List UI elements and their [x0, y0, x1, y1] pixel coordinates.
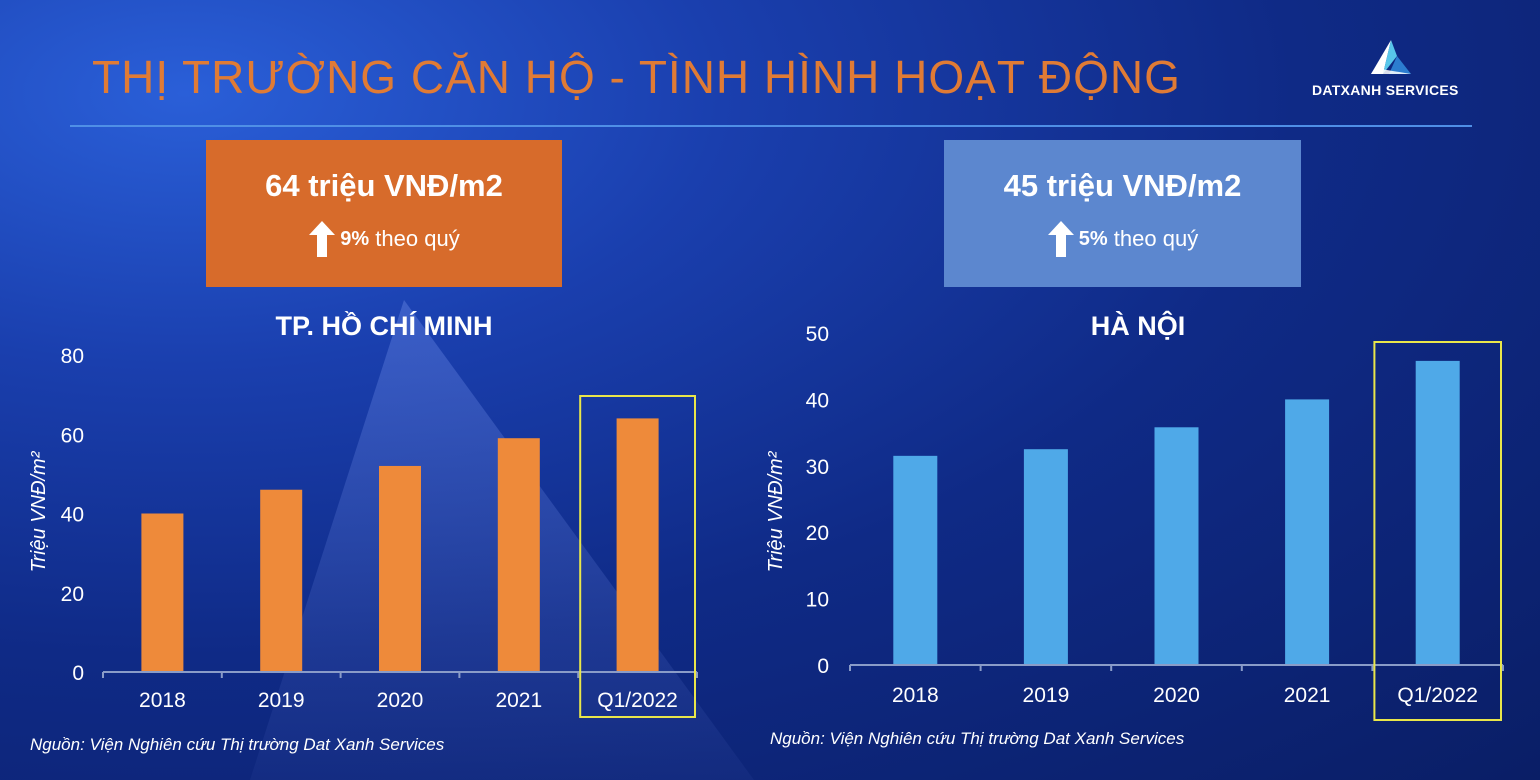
- y-tick-label-hn: 50: [806, 323, 829, 346]
- y-tick-label-hn: 40: [806, 389, 829, 412]
- y-tick-label-hn: 10: [806, 589, 829, 612]
- kpi-card-hn: 45 triệu VNĐ/m2 5% theo quý: [944, 140, 1301, 287]
- kpi-change-period-hn: theo quý: [1107, 226, 1199, 251]
- bar-hn-2020: [1154, 427, 1199, 665]
- x-tick-label-hn: 2020: [1153, 684, 1200, 707]
- bar-hcm-2021: [497, 438, 540, 672]
- bar-hn-Q1/2022: [1415, 360, 1460, 665]
- kpi-change-period-hcm: theo quý: [369, 226, 460, 251]
- bar-hcm-Q1/2022: [616, 418, 659, 672]
- kpi-change-hn: 5% theo quý: [1047, 220, 1198, 258]
- source-note-hcm: Nguồn: Viện Nghiên cứu Thị trường Dat Xa…: [30, 735, 445, 754]
- kpi-card-hcm: 64 triệu VNĐ/m2 9% theo quý: [206, 140, 562, 287]
- bar-hcm-2019: [260, 489, 303, 672]
- kpi-change-percent-hn: 5%: [1078, 227, 1108, 250]
- x-tick-label-hn: 2018: [892, 684, 939, 707]
- highlight-box-hcm: [579, 395, 697, 718]
- x-tick-label-hcm: 2019: [258, 689, 305, 712]
- y-axis-label-hn: Triệu VNĐ/m²: [765, 450, 787, 572]
- page-title: THỊ TRƯỜNG CĂN HỘ - TÌNH HÌNH HOẠT ĐỘNG: [92, 51, 1181, 103]
- logo-text: DATXANH SERVICES: [1312, 82, 1459, 98]
- kpi-change-percent-hcm: 9%: [340, 227, 370, 250]
- x-tick-label-hcm: 2021: [495, 689, 542, 712]
- y-tick-label-hn: 20: [806, 522, 829, 545]
- x-tick-label-hcm: Q1/2022: [597, 689, 678, 712]
- bar-hn-2019: [1023, 449, 1068, 665]
- y-tick-label-hn: 30: [806, 456, 829, 479]
- y-tick-label-hcm: 20: [61, 583, 84, 606]
- chart-title-hn: HÀ NỘI: [1090, 311, 1186, 341]
- y-tick-label-hcm: 60: [61, 424, 84, 447]
- kpi-change-hcm: 9% theo quý: [308, 220, 460, 258]
- x-tick-label-hcm: 2020: [377, 689, 424, 712]
- y-axis-label-hcm: Triệu VNĐ/m²: [28, 450, 50, 572]
- logo-mountain-icon: [1371, 40, 1411, 74]
- kpi-value-hcm: 64 triệu VNĐ/m2: [265, 168, 503, 203]
- arrow-up-icon: [1047, 221, 1074, 257]
- y-tick-label-hcm: 40: [61, 504, 84, 527]
- bar-hn-2021: [1285, 399, 1330, 665]
- highlight-box-hn: [1373, 341, 1503, 721]
- x-tick-label-hn: 2021: [1284, 684, 1331, 707]
- bar-hcm-2018: [141, 513, 184, 672]
- y-tick-label-hcm: 80: [61, 345, 84, 368]
- company-logo: DATXANH SERVICES: [1305, 38, 1480, 100]
- arrow-up-icon: [309, 221, 336, 257]
- bar-hn-2018: [893, 455, 938, 665]
- bar-hcm-2020: [379, 465, 421, 672]
- y-tick-label-hn: 0: [817, 655, 829, 678]
- chart-title-hcm: TP. HỒ CHÍ MINH: [275, 311, 493, 341]
- kpi-value-hn: 45 triệu VNĐ/m2: [1003, 168, 1242, 203]
- x-tick-label-hcm: 2018: [139, 689, 186, 712]
- x-tick-label-hn: 2019: [1023, 684, 1070, 707]
- x-tick-label-hn: Q1/2022: [1397, 684, 1478, 707]
- y-tick-label-hcm: 0: [72, 662, 84, 685]
- source-note-hn: Nguồn: Viện Nghiên cứu Thị trường Dat Xa…: [770, 729, 1185, 748]
- title-divider: [70, 125, 1472, 127]
